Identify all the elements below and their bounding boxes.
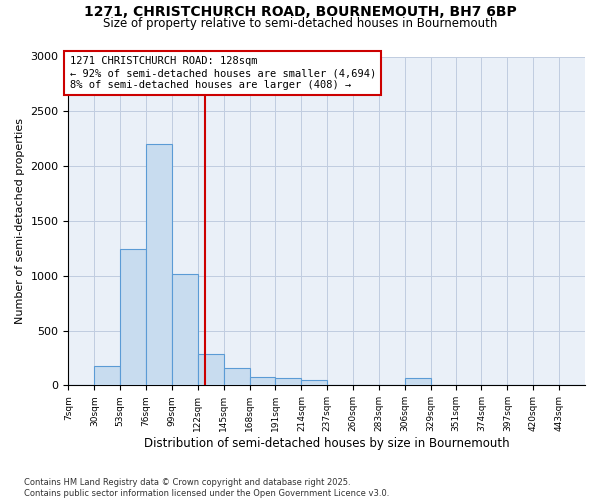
Bar [172,274,198,386]
Bar [250,377,275,386]
Bar [301,380,327,386]
Bar [68,385,94,386]
Y-axis label: Number of semi-detached properties: Number of semi-detached properties [15,118,25,324]
Text: 1271, CHRISTCHURCH ROAD, BOURNEMOUTH, BH7 6BP: 1271, CHRISTCHURCH ROAD, BOURNEMOUTH, BH… [83,5,517,19]
Bar [94,366,120,386]
Bar [146,144,172,386]
Bar [224,368,250,386]
Bar [275,378,301,386]
Text: Contains HM Land Registry data © Crown copyright and database right 2025.
Contai: Contains HM Land Registry data © Crown c… [24,478,389,498]
X-axis label: Distribution of semi-detached houses by size in Bournemouth: Distribution of semi-detached houses by … [144,437,509,450]
Text: Size of property relative to semi-detached houses in Bournemouth: Size of property relative to semi-detach… [103,18,497,30]
Bar [120,250,146,386]
Bar [198,354,224,386]
Bar [405,378,431,386]
Text: 1271 CHRISTCHURCH ROAD: 128sqm
← 92% of semi-detached houses are smaller (4,694): 1271 CHRISTCHURCH ROAD: 128sqm ← 92% of … [70,56,376,90]
